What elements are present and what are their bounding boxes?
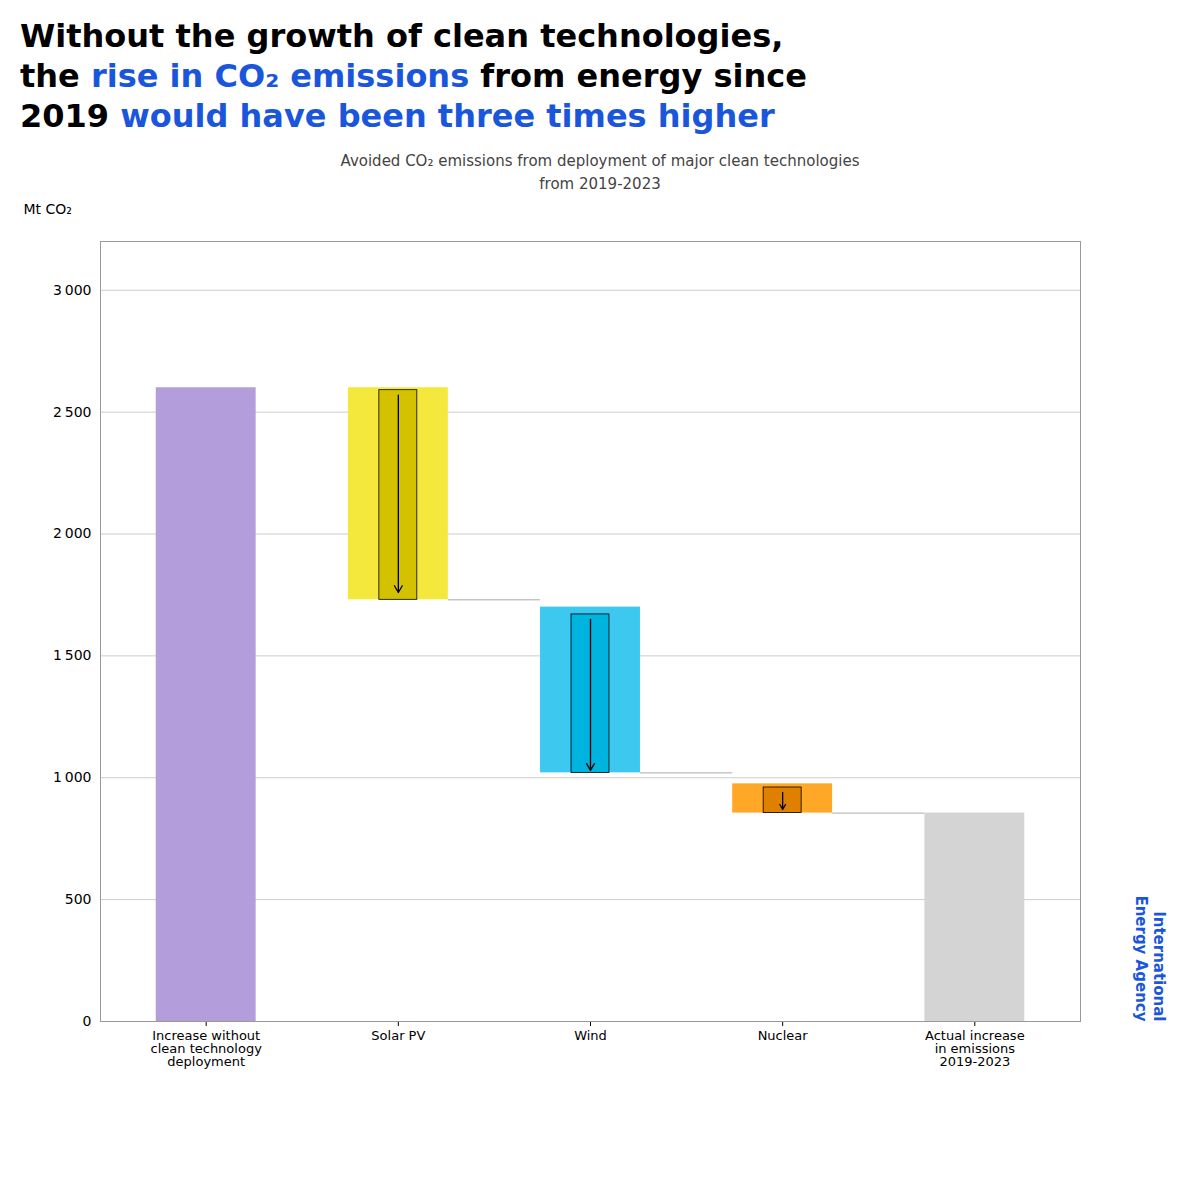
svg-text:Increase withoutclean technolo: Increase withoutclean technologydeployme… [151, 1028, 263, 1069]
svg-text:Nuclear: Nuclear [758, 1028, 809, 1043]
svg-text:500: 500 [65, 891, 92, 907]
svg-text:3 000: 3 000 [53, 282, 91, 298]
svg-text:2 500: 2 500 [53, 404, 91, 420]
svg-text:Actual increasein emissions201: Actual increasein emissions2019-2023 [925, 1028, 1025, 1069]
html-text:2019 would have been three tim: 2019 would have been three times higher [20, 97, 775, 135]
html-text:Without the growth of clean te: Without the growth of clean technologies… [20, 17, 784, 55]
svg-text:0: 0 [83, 1013, 92, 1029]
svg-text:Mt CO₂: Mt CO₂ [24, 201, 72, 217]
svg-text:2 000: 2 000 [53, 525, 91, 541]
svg-text:Wind: Wind [574, 1028, 607, 1043]
svg-text:1 000: 1 000 [53, 769, 91, 785]
svg-text:Solar PV: Solar PV [371, 1028, 425, 1043]
html-text:the rise in CO₂ emissions from: the rise in CO₂ emissions from energy si… [20, 57, 807, 95]
svg-text:InternationalEnergy Agency: InternationalEnergy Agency [1132, 895, 1168, 1021]
svg-text:1 500: 1 500 [53, 647, 91, 663]
html-text:Avoided CO₂ emissions from dep: Avoided CO₂ emissions from deployment of… [340, 152, 860, 193]
